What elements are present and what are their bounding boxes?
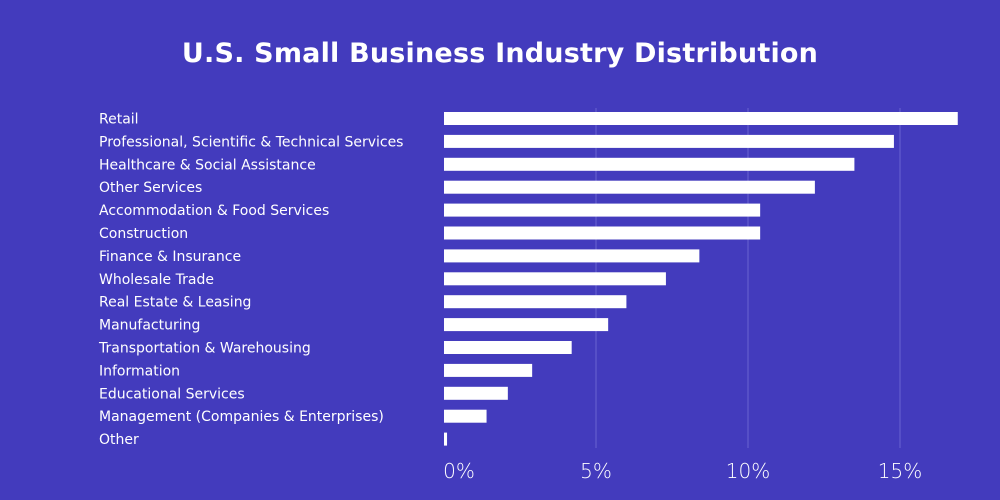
bar — [444, 180, 815, 194]
bar — [444, 272, 666, 286]
bar — [444, 249, 700, 263]
bar — [444, 134, 894, 148]
category-label: Real Estate & Leasing — [99, 295, 251, 311]
category-label: Transportation & Warehousing — [98, 341, 311, 357]
category-label: Healthcare & Social Assistance — [99, 157, 316, 173]
category-label: Other Services — [99, 180, 202, 196]
category-label: Retail — [99, 112, 139, 128]
category-label: Educational Services — [99, 386, 245, 402]
category-labels: Retail Professional, Scientific & Technic… — [98, 112, 403, 449]
category-label: Accommodation & Food Services — [99, 203, 329, 219]
category-label: Wholesale Trade — [99, 272, 214, 288]
category-label: Finance & Insurance — [99, 249, 241, 265]
bar — [444, 157, 855, 171]
bar — [444, 409, 487, 423]
bar — [444, 203, 761, 217]
x-tick-label: 15% — [878, 459, 922, 483]
category-label: Manufacturing — [99, 318, 200, 334]
x-tick-label: 10% — [726, 459, 770, 483]
category-label: Other — [99, 432, 139, 448]
x-axis-ticks: 0% 5% 10% 15% — [443, 459, 922, 483]
bar — [444, 226, 761, 240]
bar — [444, 295, 627, 309]
bar — [444, 386, 508, 400]
category-label: Professional, Scientific & Technical Ser… — [99, 134, 403, 150]
chart-title: U.S. Small Business Industry Distributio… — [181, 38, 819, 69]
bar — [444, 112, 958, 125]
bars — [444, 112, 958, 446]
category-label: Information — [99, 363, 180, 379]
bar — [444, 363, 533, 377]
x-tick-label: 5% — [580, 459, 612, 483]
category-label: Management (Companies & Enterprises) — [99, 409, 384, 425]
bar — [444, 318, 609, 332]
bar — [444, 341, 572, 354]
category-label: Construction — [99, 226, 188, 242]
x-tick-label: 0% — [443, 459, 475, 483]
bar — [444, 432, 448, 446]
